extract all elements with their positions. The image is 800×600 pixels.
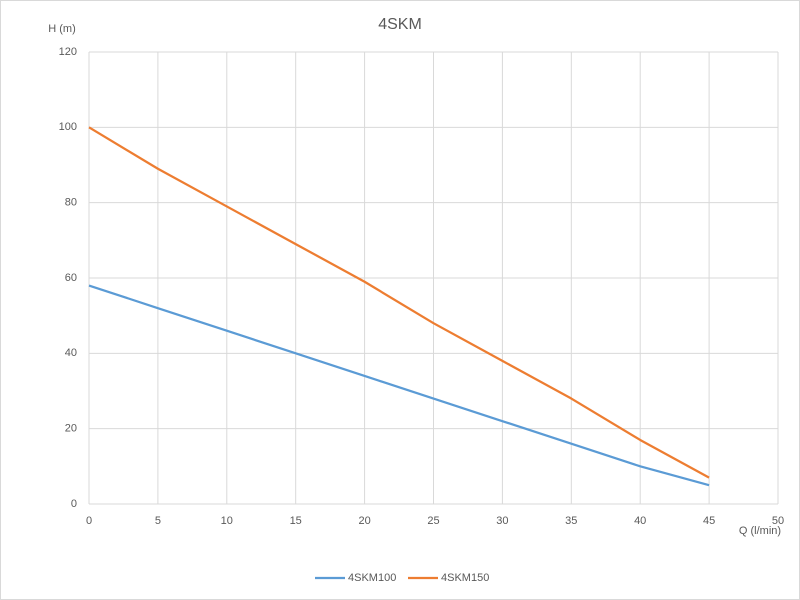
x-axis-label: Q (l/min) [739, 525, 781, 537]
x-tick-label: 5 [155, 515, 161, 527]
x-tick-label: 40 [634, 515, 646, 527]
x-tick-label: 0 [86, 515, 92, 527]
x-tick-label: 35 [565, 515, 577, 527]
data-line [88, 284, 710, 487]
y-tick-label: 0 [71, 498, 77, 510]
y-tick-label: 80 [65, 197, 77, 209]
y-tick-label: 60 [65, 272, 77, 284]
x-tick-label: 10 [221, 515, 233, 527]
x-tick-label: 20 [358, 515, 370, 527]
y-tick-label: 20 [65, 423, 77, 435]
legend-label: 4SKM150 [441, 572, 489, 584]
x-tick-label: 25 [427, 515, 439, 527]
x-tick-label: 15 [290, 515, 302, 527]
data-line [88, 126, 710, 479]
y-tick-label: 100 [59, 121, 77, 133]
y-axis-label: H (m) [48, 23, 76, 35]
y-tick-label: 120 [59, 46, 77, 58]
y-tick-label: 40 [65, 347, 77, 359]
x-tick-label: 45 [703, 515, 715, 527]
x-tick-label: 50 [772, 515, 784, 527]
chart-title: 4SKM [378, 16, 422, 33]
legend-label: 4SKM100 [348, 572, 396, 584]
x-tick-label: 30 [496, 515, 508, 527]
